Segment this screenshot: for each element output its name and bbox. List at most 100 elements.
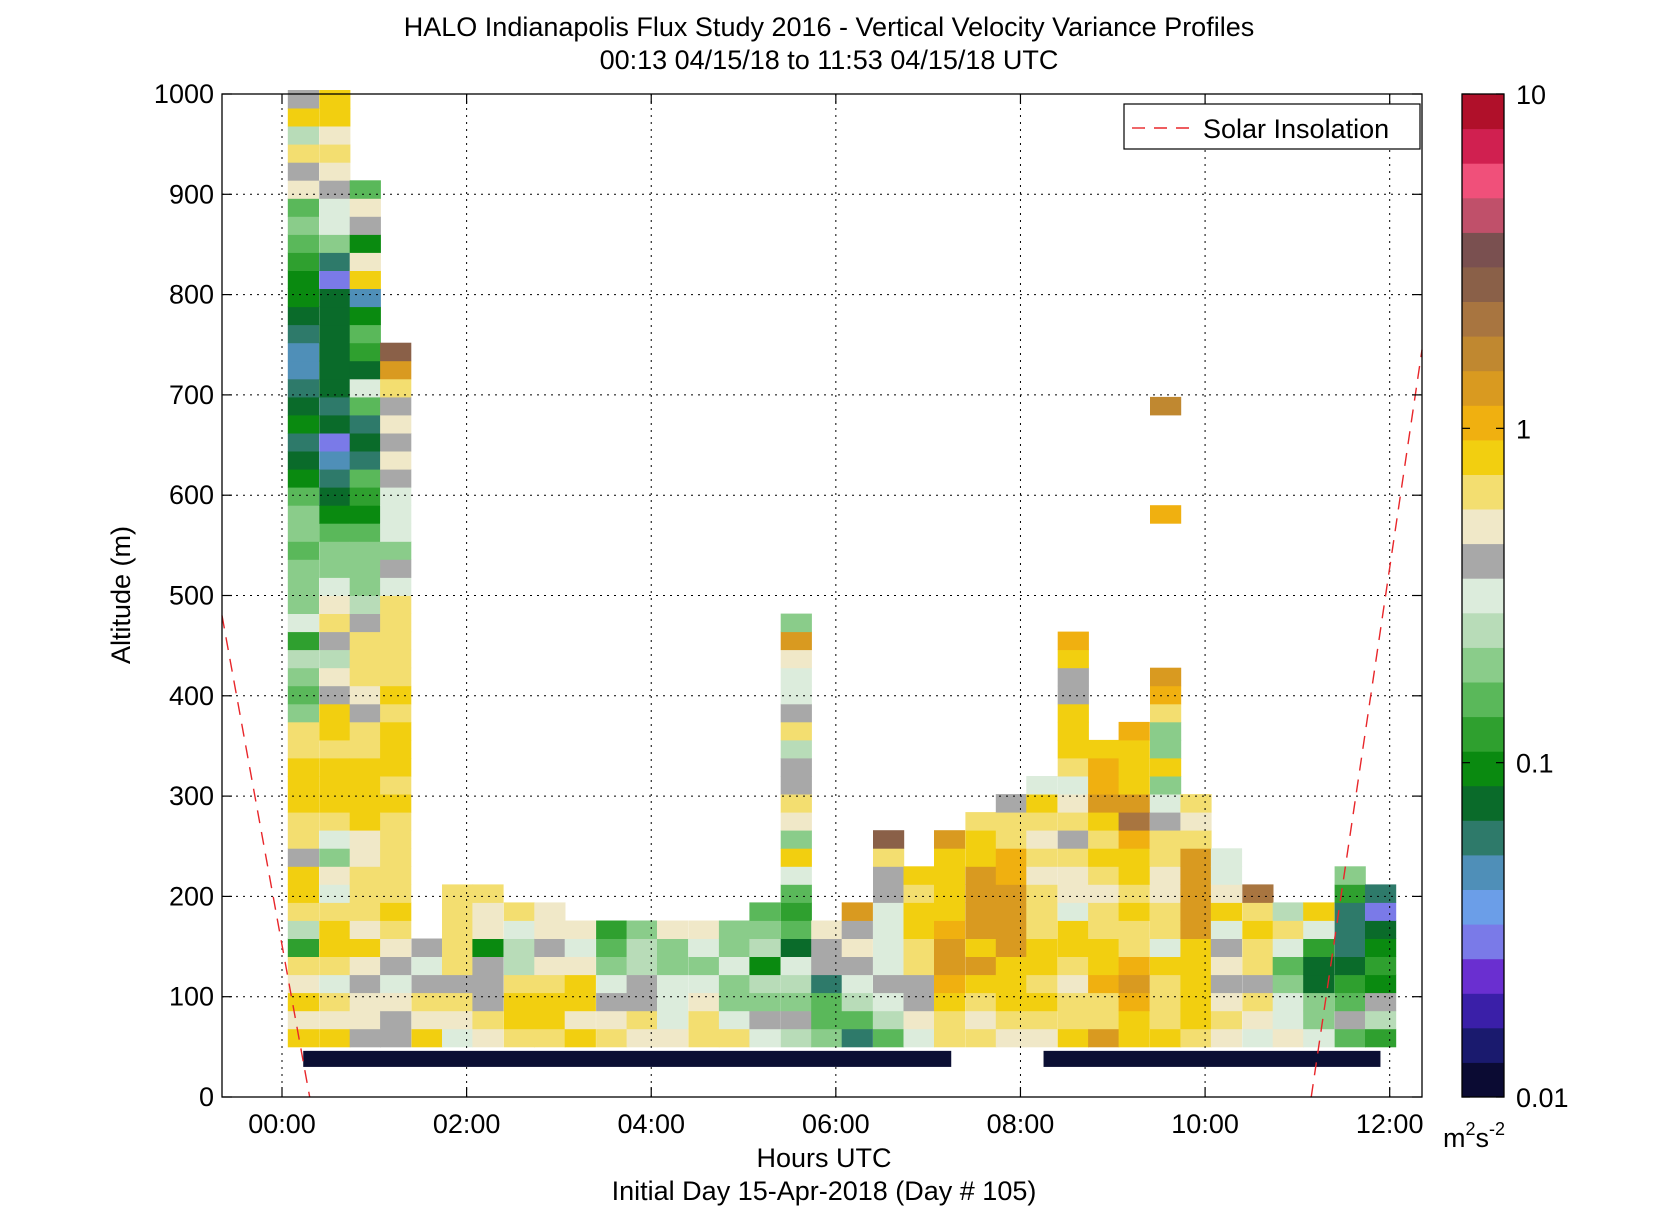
- heatmap-cell: [749, 1028, 781, 1048]
- heatmap-cell: [1180, 848, 1212, 867]
- y-tick-label: 600: [169, 480, 214, 510]
- heatmap-cell: [319, 1010, 351, 1030]
- heatmap-cell: [965, 992, 997, 1012]
- heatmap-cell: [780, 938, 812, 957]
- heatmap-cell: [965, 956, 997, 976]
- heatmap-cell: [1180, 902, 1212, 921]
- heatmap-cell: [380, 595, 412, 614]
- heatmap-cell: [1150, 938, 1182, 957]
- heatmap-cell: [1150, 866, 1182, 885]
- heatmap-cell: [1365, 974, 1397, 994]
- heatmap-cell: [965, 938, 997, 957]
- heatmap-cell: [534, 1028, 566, 1048]
- colorbar-segment: [1462, 820, 1504, 856]
- heatmap-cell: [1057, 956, 1089, 976]
- heatmap-cell: [319, 812, 351, 831]
- heatmap-cell: [626, 956, 658, 976]
- heatmap-cell: [1242, 956, 1274, 976]
- heatmap-cell: [1180, 1010, 1212, 1030]
- heatmap-cell: [596, 956, 628, 976]
- heatmap-cell: [472, 938, 504, 957]
- heatmap-cell: [596, 1010, 628, 1030]
- heatmap-cell: [349, 974, 381, 994]
- heatmap-cell: [380, 685, 412, 705]
- data-coverage-bars: [303, 1050, 1381, 1067]
- heatmap-cell: [1118, 830, 1150, 849]
- heatmap-cell: [688, 992, 720, 1012]
- heatmap-cell: [380, 378, 412, 398]
- colorbar-segment: [1462, 854, 1504, 890]
- heatmap-cell: [841, 938, 873, 957]
- heatmap-cell: [1303, 956, 1335, 976]
- heatmap-cell: [287, 595, 319, 614]
- heatmap-cell: [287, 90, 319, 109]
- heatmap-cell: [1365, 1028, 1397, 1048]
- colorbar-segment: [1462, 716, 1504, 752]
- heatmap-cell: [1210, 920, 1243, 939]
- heatmap-cell: [1365, 992, 1397, 1012]
- heatmap-cell: [934, 884, 966, 903]
- heatmap-cell: [287, 685, 319, 705]
- heatmap-cell: [319, 378, 351, 398]
- heatmap-cell: [626, 1028, 658, 1048]
- heatmap-cell: [995, 902, 1027, 921]
- heatmap-cell: [1118, 938, 1150, 957]
- heatmap-cell: [349, 234, 381, 253]
- heatmap-cell: [380, 505, 412, 524]
- heatmap-cell: [349, 270, 381, 289]
- colorbar-segment: [1462, 128, 1504, 164]
- heatmap-cell: [1118, 758, 1150, 777]
- heatmap-cell: [1150, 902, 1182, 921]
- chart-title: HALO Indianapolis Flux Study 2016 - Vert…: [404, 12, 1254, 42]
- heatmap-cell: [873, 884, 905, 903]
- heatmap-cell: [287, 739, 319, 759]
- heatmap-cell: [1180, 974, 1212, 994]
- heatmap-cell: [349, 487, 381, 506]
- heatmap-cell: [1026, 866, 1058, 885]
- heatmap-cell: [503, 956, 535, 976]
- heatmap-cell: [995, 866, 1027, 885]
- heatmap-cell: [287, 992, 319, 1012]
- heatmap-cell: [1272, 956, 1304, 976]
- colorbar-segment: [1462, 1027, 1504, 1063]
- heatmap-cell: [319, 469, 351, 488]
- heatmap-cell: [349, 776, 381, 795]
- heatmap-cell: [1180, 794, 1212, 813]
- heatmap-cell: [1150, 505, 1182, 524]
- heatmap-cell: [287, 415, 319, 434]
- heatmap-cell: [1210, 974, 1243, 994]
- heatmap-cell: [934, 830, 966, 849]
- heatmap-cell: [1150, 794, 1182, 813]
- heatmap-cell: [780, 649, 812, 669]
- heatmap-cell: [1180, 866, 1212, 885]
- colorbar-segment: [1462, 439, 1504, 475]
- heatmap-cell: [1334, 956, 1366, 976]
- heatmap-cell: [934, 848, 966, 867]
- heatmap-cell: [287, 523, 319, 542]
- heatmap-cell: [965, 884, 997, 903]
- heatmap-cell: [319, 288, 351, 308]
- heatmap-cell: [287, 884, 319, 903]
- heatmap-cell: [873, 1010, 905, 1030]
- heatmap-cell: [688, 1010, 720, 1030]
- heatmap-cell: [1334, 974, 1366, 994]
- heatmap-cell: [411, 956, 443, 976]
- heatmap-cell: [657, 1028, 689, 1048]
- heatmap-cell: [1210, 866, 1243, 885]
- heatmap-cell: [349, 938, 381, 957]
- heatmap-cell: [1057, 974, 1089, 994]
- heatmap-cell: [688, 938, 720, 957]
- heatmap-cell: [1118, 956, 1150, 976]
- heatmap-cell: [287, 126, 319, 145]
- heatmap-cell: [1118, 739, 1150, 759]
- heatmap-cell: [1026, 812, 1058, 831]
- heatmap-cell: [319, 433, 351, 452]
- colorbar-segment: [1462, 94, 1504, 130]
- heatmap-cell: [319, 559, 351, 578]
- heatmap-cell: [749, 974, 781, 994]
- heatmap-cell: [1026, 1010, 1058, 1030]
- heatmap-cell: [1242, 1028, 1274, 1048]
- heatmap-cell: [319, 631, 351, 651]
- heatmap-cell: [626, 938, 658, 957]
- colorbar-segment: [1462, 163, 1504, 199]
